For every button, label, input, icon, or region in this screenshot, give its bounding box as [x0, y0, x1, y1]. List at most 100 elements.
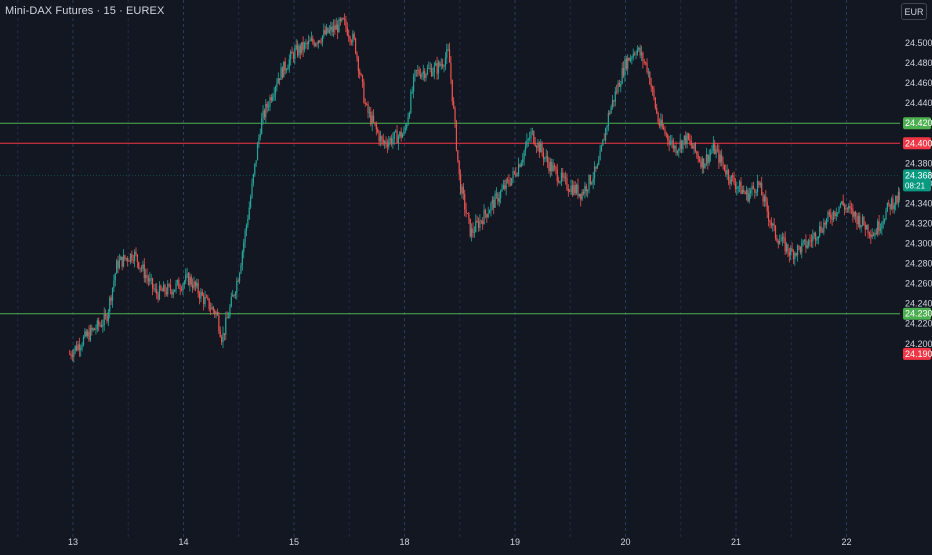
candle-body	[759, 183, 761, 185]
candle-body	[388, 141, 390, 147]
candle-body	[667, 134, 669, 141]
candle	[714, 140, 716, 155]
candle	[103, 307, 105, 331]
candle-body	[745, 190, 748, 195]
price-axis[interactable]	[900, 0, 932, 550]
candle	[179, 283, 181, 296]
candle-body	[247, 219, 249, 225]
candle	[371, 111, 373, 132]
candle	[564, 171, 567, 185]
candle	[776, 234, 778, 243]
candle-body	[179, 288, 181, 290]
candle-body	[122, 255, 125, 267]
candle	[386, 139, 388, 154]
candle	[323, 23, 325, 39]
candle	[451, 79, 453, 106]
candle-body	[810, 240, 813, 242]
candle-body	[494, 193, 496, 208]
candle-body	[124, 255, 126, 259]
candle-body	[516, 174, 518, 176]
candle	[570, 179, 572, 195]
candle-body	[78, 344, 80, 351]
candle-body	[87, 331, 89, 337]
candle-body	[849, 205, 851, 208]
candle	[703, 158, 705, 174]
candle-body	[647, 71, 650, 73]
candle	[245, 223, 248, 237]
candle-body	[313, 42, 315, 46]
candle-body	[726, 170, 728, 175]
candle-body	[842, 201, 844, 206]
candle	[577, 178, 579, 200]
candle	[892, 194, 894, 214]
candle-body	[303, 43, 306, 51]
candle	[663, 123, 665, 131]
horizontal-levels[interactable]	[0, 122, 900, 315]
candle-body	[150, 278, 152, 280]
candle	[618, 79, 621, 87]
candle-body	[535, 146, 538, 148]
candle-body	[867, 224, 869, 234]
candle	[573, 180, 575, 196]
candle	[430, 63, 433, 78]
level-price-tag-text: 24.420	[905, 118, 932, 128]
candle	[542, 147, 545, 166]
candle-body	[259, 134, 261, 138]
candle	[511, 178, 513, 187]
candle-body	[762, 195, 764, 202]
candle	[606, 124, 608, 136]
candle	[226, 311, 228, 319]
candle-body	[479, 220, 481, 228]
candle-body	[320, 42, 322, 43]
candle-body	[704, 163, 706, 169]
candle-body	[676, 151, 679, 154]
candle-body	[158, 285, 161, 300]
candle	[748, 187, 750, 204]
candle	[784, 231, 786, 256]
candle	[406, 123, 408, 131]
candle	[283, 61, 285, 78]
candle-body	[408, 112, 411, 118]
candle-body	[406, 124, 408, 129]
candle	[163, 281, 165, 292]
candle	[548, 157, 550, 174]
candle-body	[546, 155, 549, 163]
candle-body	[611, 99, 614, 107]
candle-body	[216, 312, 219, 316]
candle	[167, 280, 169, 298]
candle	[545, 149, 547, 162]
candle-body	[371, 115, 373, 125]
candle-body	[646, 62, 648, 72]
candle	[595, 166, 597, 172]
candle	[189, 272, 191, 292]
candle	[314, 42, 317, 47]
candle-body	[323, 30, 325, 36]
candle-body	[267, 106, 270, 108]
candle	[726, 164, 728, 180]
currency-button[interactable]: EUR	[901, 3, 927, 20]
candle	[75, 341, 78, 352]
candle	[429, 62, 431, 73]
candle	[146, 268, 148, 285]
candle	[432, 67, 434, 77]
candle	[442, 58, 444, 69]
candle-body	[256, 144, 259, 161]
candle-body	[332, 25, 335, 33]
candle	[694, 141, 696, 154]
candle-body	[292, 53, 295, 60]
candle	[341, 17, 343, 23]
candle-body	[400, 131, 402, 138]
candle-body	[149, 278, 151, 282]
candle-body	[448, 49, 451, 63]
candle-body	[241, 252, 243, 266]
candle	[645, 61, 647, 66]
candle	[581, 189, 583, 202]
candle	[71, 349, 74, 361]
candle-body	[588, 175, 590, 190]
candle	[627, 54, 629, 76]
candle	[81, 342, 83, 352]
